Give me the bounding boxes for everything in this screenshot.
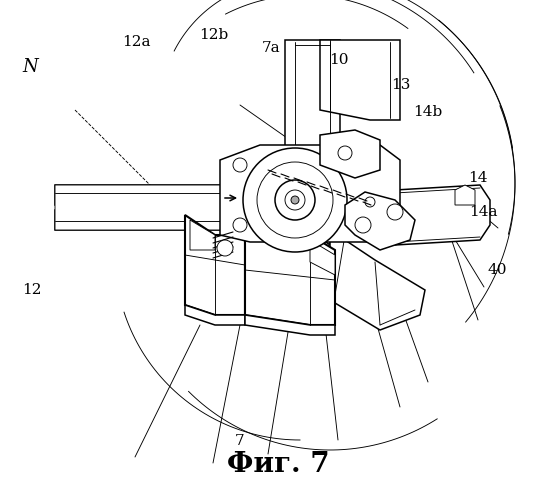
Polygon shape <box>185 215 245 315</box>
Polygon shape <box>185 305 245 325</box>
Circle shape <box>291 196 299 204</box>
Polygon shape <box>455 185 475 205</box>
Text: 14: 14 <box>468 170 488 184</box>
Text: 13: 13 <box>391 78 410 92</box>
Circle shape <box>338 146 352 160</box>
Circle shape <box>243 148 347 252</box>
Polygon shape <box>245 315 335 335</box>
Text: Фиг. 7: Фиг. 7 <box>227 452 329 478</box>
Polygon shape <box>345 192 415 250</box>
Text: 7a: 7a <box>262 40 281 54</box>
Polygon shape <box>285 40 340 180</box>
Text: 12a: 12a <box>122 36 151 50</box>
Text: N: N <box>23 58 38 76</box>
Circle shape <box>275 180 315 220</box>
Polygon shape <box>190 220 215 250</box>
Polygon shape <box>55 185 330 220</box>
Circle shape <box>365 197 375 207</box>
Polygon shape <box>220 145 400 242</box>
Polygon shape <box>330 230 425 330</box>
Polygon shape <box>320 40 400 120</box>
Text: 10: 10 <box>329 53 349 67</box>
Circle shape <box>285 190 305 210</box>
Circle shape <box>355 217 371 233</box>
Polygon shape <box>55 210 330 245</box>
Circle shape <box>217 240 233 256</box>
Text: 14b: 14b <box>414 106 443 120</box>
Polygon shape <box>320 130 380 178</box>
Polygon shape <box>55 185 330 230</box>
Circle shape <box>387 204 403 220</box>
Text: 12: 12 <box>22 283 42 297</box>
Text: 12b: 12b <box>200 28 229 42</box>
Circle shape <box>233 218 247 232</box>
Polygon shape <box>385 185 490 245</box>
Text: 14a: 14a <box>469 206 498 220</box>
Polygon shape <box>310 240 335 275</box>
Circle shape <box>233 158 247 172</box>
Text: 40: 40 <box>488 263 508 277</box>
Polygon shape <box>245 235 335 325</box>
Circle shape <box>257 162 333 238</box>
Text: 7: 7 <box>234 434 244 448</box>
